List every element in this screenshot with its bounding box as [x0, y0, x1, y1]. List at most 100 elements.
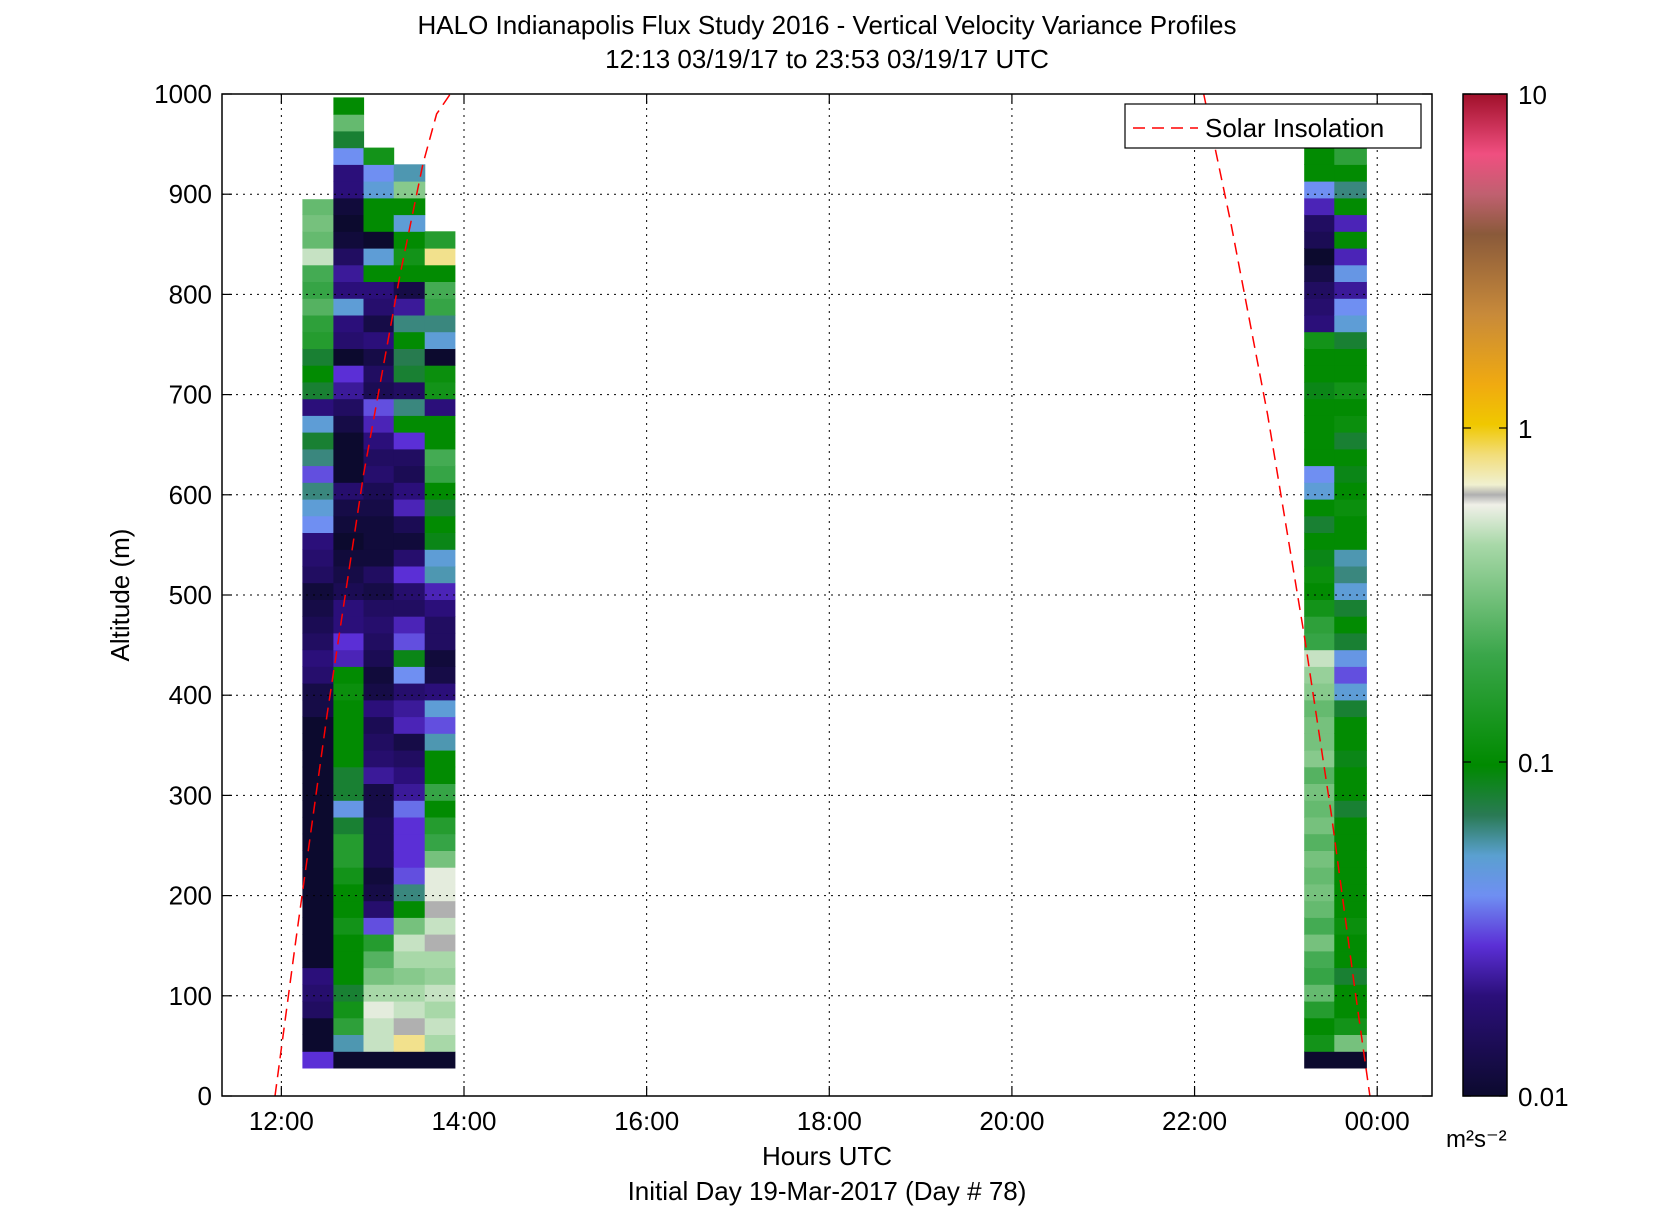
heatmap-cell [424, 934, 456, 952]
heatmap-cell [393, 432, 426, 450]
heatmap-cell [363, 1017, 395, 1035]
heatmap-cell [333, 1034, 365, 1052]
heatmap-cell [363, 632, 395, 651]
heatmap-cell [302, 699, 334, 718]
heatmap-cell [393, 1001, 426, 1019]
heatmap-cell [1304, 181, 1335, 199]
heatmap-cell [424, 549, 456, 567]
heatmap-cell [393, 1051, 426, 1069]
heatmap-cell [1304, 632, 1335, 651]
heatmap-cell [1304, 1017, 1335, 1035]
heatmap-cell [1304, 482, 1335, 500]
heatmap-cell [1334, 214, 1367, 232]
heatmap-cell [424, 733, 456, 751]
heatmap-cell [302, 733, 334, 751]
heatmap-cell [393, 532, 426, 550]
heatmap-cell [333, 482, 365, 500]
heatmap-cell [333, 415, 365, 433]
heatmap-cell [363, 365, 395, 383]
heatmap-cell [393, 348, 426, 366]
grid-lines [222, 94, 1432, 1096]
heatmap-cell [333, 934, 365, 952]
colorbar-tick-label: 0.01 [1518, 1082, 1569, 1112]
solar-insolation-line [1202, 94, 1371, 1096]
y-tick-label: 1000 [154, 79, 212, 109]
heatmap-cell [333, 248, 365, 266]
heatmap-cell [1334, 800, 1367, 818]
heatmap-cell [1334, 984, 1367, 1002]
heatmap-cell [424, 984, 456, 1002]
heatmap-cell [333, 147, 365, 165]
heatmap-cell [424, 599, 456, 617]
heatmap-cell [1334, 816, 1367, 835]
heatmap-cell [363, 549, 395, 567]
heatmap-cell [302, 314, 334, 333]
heatmap-cell [393, 448, 426, 467]
heatmap-cell [1304, 147, 1335, 165]
heatmap-cell [333, 164, 365, 182]
heatmap-cell [333, 632, 365, 651]
heatmap-cell [333, 967, 365, 985]
heatmap-cell [363, 783, 395, 801]
heatmap-cell [333, 398, 365, 416]
heatmap-cell [333, 582, 365, 600]
heatmap-cell [393, 917, 426, 935]
footer-note: Initial Day 19-Mar-2017 (Day # 78) [628, 1176, 1027, 1206]
x-tick-label: 14:00 [431, 1106, 496, 1136]
heatmap-cell [393, 298, 426, 316]
heatmap-cell [424, 515, 456, 533]
heatmap-cell [393, 582, 426, 600]
heatmap-cell [424, 766, 456, 784]
heatmap-cell [302, 716, 334, 734]
heatmap-cell [333, 114, 365, 132]
heatmap-cell [1304, 683, 1335, 701]
heatmap-cell [363, 1001, 395, 1019]
heatmap-cell [333, 381, 365, 400]
heatmap-cell [1334, 499, 1367, 517]
heatmap-cell [393, 599, 426, 617]
y-tick-label: 300 [169, 780, 212, 810]
heatmap-cell [424, 867, 456, 885]
heatmap-cell [363, 164, 395, 182]
heatmap-cell [333, 1001, 365, 1019]
heatmap-cell [393, 632, 426, 651]
x-tick-label: 18:00 [797, 1106, 862, 1136]
heatmap-cell [1334, 582, 1367, 600]
heatmap-cell [424, 666, 456, 684]
heatmap-cell [302, 549, 334, 567]
heatmap-cell [1304, 867, 1335, 885]
heatmap-cell [333, 97, 365, 115]
legend-box [1124, 103, 1422, 149]
heatmap-cell [302, 883, 334, 902]
heatmap-cell [393, 934, 426, 952]
heatmap-cell [302, 415, 334, 433]
y-tick-label: 0 [198, 1081, 212, 1111]
heatmap-cell [1304, 432, 1335, 450]
heatmap-cell [393, 766, 426, 784]
heatmap-cell [1334, 699, 1367, 718]
heatmap-cell [393, 499, 426, 517]
heatmap-cell [363, 883, 395, 902]
heatmap-cell [393, 515, 426, 533]
heatmap-cell [363, 281, 395, 299]
y-tick-label: 700 [169, 380, 212, 410]
heatmap-cell [363, 716, 395, 734]
heatmap-cell [424, 699, 456, 718]
heatmap-cell [333, 281, 365, 299]
heatmap-cell [333, 984, 365, 1002]
heatmap-cell [302, 365, 334, 383]
heatmap-cell [393, 1017, 426, 1035]
heatmap-cell [302, 214, 334, 232]
heatmap-cell [302, 231, 334, 249]
heatmap-cell [363, 666, 395, 684]
heatmap-cell [1304, 331, 1335, 349]
axis-ticks: 12:00 14:00 16:00 18:00 20:00 22:00 00:00 0 100 2… [154, 79, 1432, 1136]
heatmap-cell [1304, 1001, 1335, 1019]
heatmap-cell [393, 365, 426, 383]
heatmap-cell [1304, 515, 1335, 533]
heatmap-cell [302, 683, 334, 701]
heatmap-cell [1334, 666, 1367, 684]
heatmap-cell [1334, 599, 1367, 617]
heatmap-cell [333, 867, 365, 885]
heatmap-cell [424, 365, 456, 383]
